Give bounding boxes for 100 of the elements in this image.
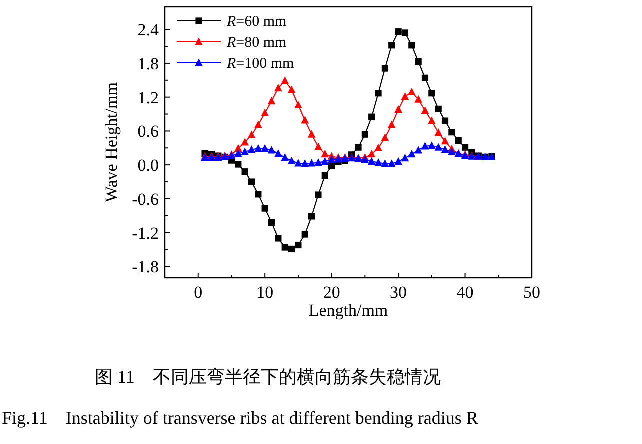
point <box>301 116 310 124</box>
y-tick-label: 1.8 <box>138 54 159 74</box>
point <box>282 244 288 251</box>
point <box>442 118 449 124</box>
point <box>415 58 422 66</box>
point <box>422 74 429 82</box>
point <box>294 159 302 167</box>
point <box>274 84 282 92</box>
x-tick-label: 10 <box>256 283 274 302</box>
point <box>294 100 302 109</box>
point <box>275 235 282 242</box>
point <box>388 120 396 128</box>
y-tick-label: 2.4 <box>138 20 160 40</box>
point <box>321 150 330 158</box>
y-tick-label: -0.6 <box>132 190 159 209</box>
point <box>255 191 262 198</box>
point <box>408 42 416 49</box>
point <box>288 86 296 94</box>
legend-label: R=100 mm <box>226 56 295 72</box>
point <box>374 158 382 166</box>
point <box>288 156 296 164</box>
point <box>235 161 242 168</box>
y-tick-label: 1.2 <box>138 88 159 108</box>
point <box>414 95 422 103</box>
point <box>435 106 442 112</box>
point <box>315 192 322 198</box>
point <box>375 90 382 97</box>
point <box>302 231 308 238</box>
point <box>448 148 456 156</box>
point <box>402 30 409 36</box>
point <box>434 143 442 151</box>
point <box>314 158 322 166</box>
point <box>254 120 262 128</box>
point <box>394 157 402 165</box>
point <box>428 90 436 97</box>
point <box>288 246 296 253</box>
point <box>441 146 450 154</box>
point <box>248 178 256 186</box>
point <box>368 114 376 120</box>
point <box>234 149 242 158</box>
point <box>368 150 376 158</box>
point <box>434 128 442 136</box>
point <box>308 130 316 138</box>
point <box>301 160 310 168</box>
y-axis-title: Wave Height/mm <box>102 82 121 202</box>
point <box>274 149 282 158</box>
point <box>308 159 316 167</box>
point <box>361 156 370 164</box>
point <box>248 146 256 154</box>
x-tick-label: 0 <box>194 283 203 302</box>
point <box>388 42 396 49</box>
point <box>421 106 430 114</box>
point <box>241 138 249 146</box>
y-tick-label: -1.8 <box>132 258 159 277</box>
caption: 图 11 不同压弯半径下的横向筋条失稳情况 <box>95 367 441 387</box>
y-tick-label: 0.0 <box>138 156 159 176</box>
point <box>254 144 262 152</box>
point <box>368 157 376 165</box>
x-axis-title: Length/mm <box>308 301 388 320</box>
point <box>261 144 269 152</box>
point <box>261 108 269 116</box>
point <box>308 213 316 220</box>
point <box>428 142 436 150</box>
x-tick-label: 40 <box>456 283 474 302</box>
point <box>268 96 276 105</box>
legend-label: R=80 mm <box>226 35 288 51</box>
point <box>268 219 276 226</box>
point <box>401 92 410 100</box>
point <box>394 105 402 114</box>
point <box>408 88 416 96</box>
point <box>395 28 402 36</box>
point <box>401 154 410 162</box>
x-tick-label: 50 <box>524 283 540 302</box>
point <box>374 144 382 152</box>
point <box>408 150 416 158</box>
point <box>322 172 328 180</box>
point <box>241 148 249 156</box>
point <box>381 134 390 142</box>
point <box>421 142 430 150</box>
point <box>248 130 256 138</box>
x-tick-label: 20 <box>323 283 340 302</box>
legend-label: R=60 mm <box>226 14 288 30</box>
point <box>328 156 336 164</box>
point <box>382 65 388 72</box>
point <box>362 131 368 138</box>
point <box>428 116 436 124</box>
point <box>462 144 469 151</box>
point <box>381 160 390 168</box>
point <box>321 157 330 165</box>
point <box>441 137 450 145</box>
point <box>262 205 268 212</box>
y-tick-label: 0.6 <box>138 122 159 142</box>
y-tick-label: -1.2 <box>132 224 159 243</box>
point <box>448 129 456 136</box>
point <box>355 144 362 151</box>
x-tick-label: 30 <box>390 283 408 302</box>
caption: Fig.11 Instability of transverse ribs at different bending radius R <box>2 408 478 428</box>
point <box>455 138 462 144</box>
point <box>314 142 322 150</box>
point <box>414 146 422 154</box>
